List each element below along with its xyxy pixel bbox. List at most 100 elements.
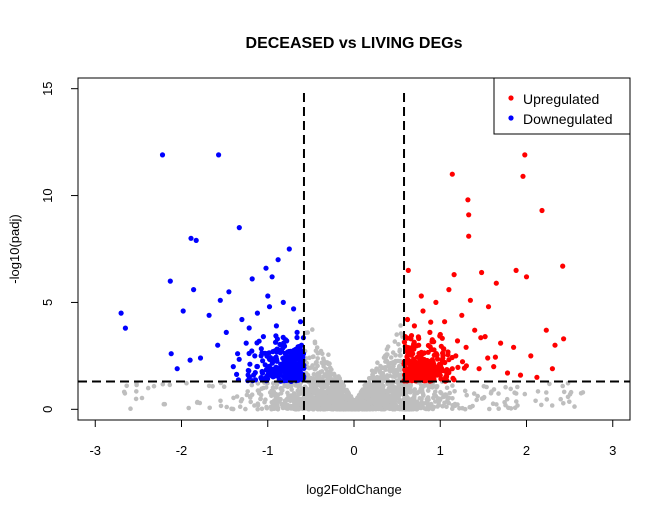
- ns-point: [452, 401, 458, 407]
- ns-point: [412, 387, 418, 392]
- ns-point: [305, 372, 311, 378]
- ns-point: [325, 379, 331, 384]
- upregulated-point: [431, 352, 437, 358]
- upregulated-point: [539, 207, 545, 214]
- downregulated-point: [159, 152, 166, 158]
- ns-point: [392, 391, 398, 397]
- ns-point: [387, 396, 393, 401]
- non-significant-points: [121, 323, 586, 412]
- ns-point: [328, 390, 333, 395]
- ns-point: [274, 401, 279, 407]
- ns-point: [360, 387, 366, 392]
- ns-point: [248, 395, 253, 400]
- downregulated-point: [260, 334, 266, 340]
- ns-point: [452, 389, 457, 394]
- upregulated-point: [492, 354, 498, 360]
- ns-point: [332, 373, 337, 378]
- y-axis-title: -log10(padj): [7, 214, 22, 283]
- ns-point: [332, 383, 338, 389]
- ns-point: [316, 399, 322, 405]
- upregulated-point: [466, 212, 472, 218]
- ns-point: [397, 381, 403, 387]
- ns-point: [450, 383, 455, 388]
- upregulated-point: [466, 233, 472, 239]
- y-tick-label: 0: [40, 406, 55, 413]
- upregulated-point: [418, 293, 424, 299]
- upregulated-point: [543, 327, 549, 333]
- upregulated-point: [426, 366, 432, 372]
- downregulated-point: [266, 363, 272, 369]
- ns-point: [243, 406, 248, 412]
- ns-point: [264, 405, 270, 411]
- legend-upregulated-marker: [508, 95, 514, 101]
- ns-point: [151, 383, 157, 389]
- ns-point: [312, 389, 317, 395]
- downregulated-point: [180, 308, 186, 314]
- downregulated-point: [281, 343, 288, 349]
- upregulated-point: [404, 354, 410, 360]
- ns-point: [312, 380, 317, 385]
- ns-point: [206, 383, 212, 389]
- downregulated-point: [273, 323, 279, 329]
- ns-point: [282, 383, 287, 389]
- upregulated-point: [411, 323, 417, 329]
- ns-point: [338, 387, 343, 392]
- upregulated-point: [427, 329, 433, 335]
- x-tick-label: 0: [350, 443, 357, 458]
- downregulated-point: [259, 368, 265, 375]
- ns-point: [399, 386, 404, 392]
- x-axis-title: log2FoldChange: [306, 482, 401, 497]
- ns-point: [446, 395, 452, 401]
- ns-point: [261, 385, 266, 391]
- upregulated-point: [423, 373, 429, 379]
- ns-point: [319, 369, 325, 374]
- upregulated-point: [411, 372, 417, 378]
- downregulated-point: [275, 257, 281, 263]
- ns-point: [462, 406, 468, 412]
- downregulated-point: [277, 341, 283, 348]
- downregulated-point: [168, 351, 174, 357]
- upregulated-point: [491, 364, 497, 370]
- upregulated-point: [406, 345, 412, 351]
- downregulated-point: [236, 356, 242, 362]
- ns-point: [290, 406, 296, 411]
- ns-point: [122, 391, 128, 396]
- ns-point: [382, 388, 388, 394]
- ns-point: [306, 393, 311, 399]
- ns-point: [544, 397, 550, 402]
- upregulated-point: [429, 337, 435, 343]
- ns-point: [390, 406, 396, 411]
- ns-point: [285, 390, 290, 396]
- downregulated-point: [298, 342, 305, 348]
- ns-point: [346, 400, 352, 406]
- downregulated-point: [264, 353, 270, 359]
- downregulated-point: [239, 316, 245, 323]
- upregulated-point: [485, 355, 491, 361]
- ns-point: [515, 384, 520, 390]
- ns-point: [434, 384, 440, 389]
- ns-point: [514, 399, 519, 404]
- upregulated-point: [522, 152, 528, 158]
- downregulated-point: [215, 342, 221, 348]
- ns-point: [561, 401, 566, 406]
- ns-point: [184, 380, 189, 386]
- ns-point: [508, 406, 514, 411]
- ns-point: [383, 401, 389, 407]
- upregulated-point: [420, 308, 426, 314]
- downregulated-point: [235, 351, 241, 357]
- downregulated-point: [260, 358, 266, 364]
- ns-point: [392, 339, 398, 344]
- ns-point: [457, 406, 462, 411]
- ns-point: [549, 403, 555, 408]
- ns-point: [259, 406, 265, 412]
- downregulated-point: [254, 340, 260, 346]
- ns-point: [320, 407, 326, 412]
- upregulated-point: [408, 352, 414, 358]
- ns-point: [464, 392, 470, 398]
- ns-point: [336, 374, 341, 379]
- ns-point: [321, 392, 326, 398]
- upregulated-point: [418, 373, 424, 379]
- ns-point: [326, 352, 331, 358]
- downregulated-point: [197, 355, 204, 361]
- ns-point: [334, 403, 340, 408]
